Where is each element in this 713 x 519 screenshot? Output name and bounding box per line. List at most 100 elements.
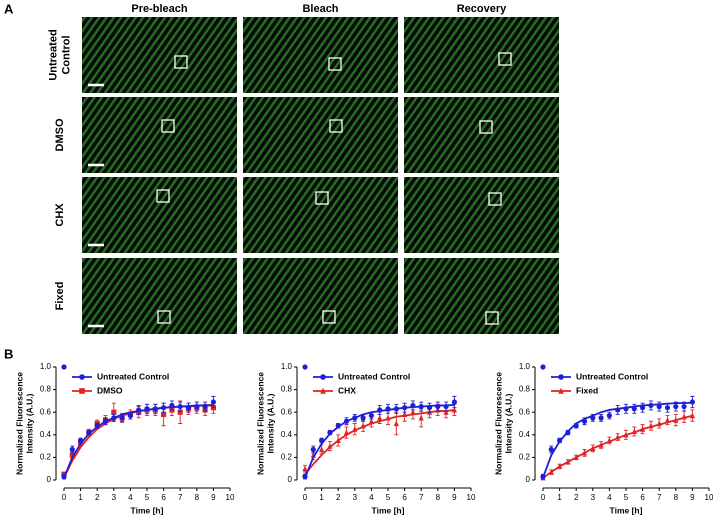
x-tick-label: 8: [436, 493, 441, 502]
data-point: [310, 446, 316, 453]
bleach-roi: [479, 120, 493, 134]
column-header: Pre-bleach: [131, 3, 188, 15]
data-point: [202, 403, 208, 410]
data-point: [664, 405, 671, 411]
x-tick-label: 8: [195, 493, 200, 502]
y-tick-label: 0.2: [519, 453, 531, 462]
data-point: [664, 417, 671, 423]
legend-label: DMSO: [97, 385, 123, 395]
micrograph: [243, 17, 398, 93]
data-point: [319, 446, 325, 453]
data-point: [557, 463, 563, 470]
data-point: [451, 399, 457, 405]
legend-label: Fixed: [576, 385, 598, 395]
data-point: [402, 405, 408, 411]
data-point: [681, 403, 687, 410]
data-point: [385, 414, 391, 421]
y-tick-label: 0.2: [281, 453, 293, 462]
data-point: [335, 437, 341, 444]
y-tick-label: 0: [288, 475, 293, 484]
y-axis-label-line: Intensity (A.U.): [24, 393, 34, 453]
x-tick-label: 3: [353, 493, 358, 502]
data-point: [86, 429, 92, 436]
data-point: [648, 422, 654, 429]
data-point: [368, 412, 374, 419]
data-point: [615, 407, 621, 413]
y-axis-label: Normalized Fluorescence Intensity (A.U.): [493, 372, 513, 475]
data-point: [335, 423, 341, 429]
y-tick-label: 0.4: [519, 430, 531, 439]
data-point: [360, 422, 366, 429]
data-point: [111, 409, 117, 415]
y-tick-label: 0.4: [281, 430, 293, 439]
data-point: [673, 417, 679, 423]
data-point: [410, 409, 416, 415]
column-header: Bleach: [302, 3, 338, 15]
x-tick-label: 4: [369, 493, 374, 502]
legend-marker: [79, 374, 85, 380]
data-point: [540, 474, 546, 480]
legend-marker: [558, 387, 564, 394]
x-tick-label: 5: [145, 493, 150, 502]
data-point: [185, 405, 192, 411]
y-tick-label: 0.4: [40, 430, 52, 439]
micrograph: [404, 258, 559, 334]
row-label-line: Control: [60, 35, 72, 74]
data-point: [343, 418, 350, 424]
panel-label: A: [4, 1, 14, 16]
y-tick-label: 1.0: [40, 362, 52, 371]
micrograph: [404, 17, 559, 93]
bleach-roi: [329, 119, 343, 133]
data-point: [435, 403, 441, 410]
y-tick-label: 0.8: [40, 385, 52, 394]
panel-label: B: [4, 346, 13, 361]
data-point: [127, 412, 133, 419]
data-point: [368, 418, 374, 424]
data-point: [598, 415, 604, 421]
bleach-roi: [156, 189, 170, 203]
micrograph: [243, 177, 398, 253]
legend-label: Untreated Control: [338, 371, 410, 381]
x-tick-label: 0: [303, 493, 308, 502]
x-tick-label: 4: [128, 493, 133, 502]
data-point: [177, 403, 183, 410]
legend-marker: [79, 388, 85, 394]
data-point: [119, 415, 125, 421]
data-point: [352, 415, 358, 421]
y-tick-label: 0.2: [40, 453, 52, 462]
row-label-line: Fixed: [54, 282, 66, 311]
data-point: [590, 415, 596, 421]
data-point: [623, 406, 629, 412]
row-label-line: Untreated: [47, 29, 59, 80]
data-point: [557, 437, 563, 444]
data-point: [606, 437, 612, 444]
data-point: [302, 465, 308, 472]
x-tick-label: 6: [402, 493, 407, 502]
x-tick-label: 4: [607, 493, 612, 502]
micrograph: [243, 258, 398, 334]
legend-marker: [320, 387, 326, 394]
data-point: [94, 423, 100, 429]
x-tick-label: 5: [386, 493, 391, 502]
fit-line: [542, 414, 693, 479]
row-label: Untreated Control: [47, 29, 72, 80]
y-axis-label-line: Intensity (A.U.): [503, 393, 513, 453]
x-tick-label: 0: [541, 493, 546, 502]
x-tick-label: 9: [211, 493, 216, 502]
data-point: [548, 468, 554, 475]
y-tick-label: 0: [526, 475, 531, 484]
data-point: [393, 406, 399, 412]
data-point: [69, 446, 75, 453]
data-point: [656, 420, 662, 427]
data-point: [598, 441, 604, 448]
data-point: [673, 403, 679, 410]
row-label-line: DMSO: [54, 118, 66, 151]
bleach-roi: [328, 57, 342, 71]
x-tick-label: 9: [690, 493, 695, 502]
data-point: [61, 474, 67, 480]
micrograph: [404, 97, 559, 173]
data-point: [385, 406, 391, 412]
x-tick-label: 6: [640, 493, 645, 502]
y-tick-label: 1.0: [519, 362, 531, 371]
